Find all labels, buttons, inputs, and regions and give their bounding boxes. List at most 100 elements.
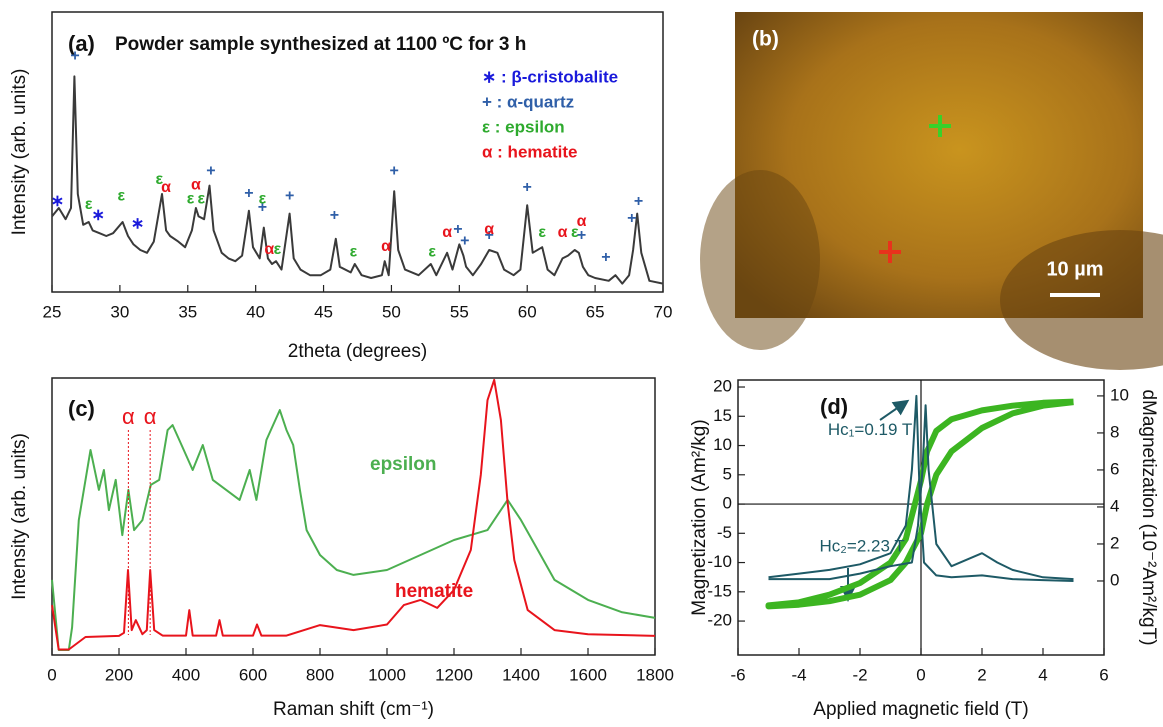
y-tick-label: 10: [713, 435, 732, 454]
x-tick-label: 4: [1038, 665, 1047, 684]
annotation: α: [191, 176, 201, 193]
annotation: ε: [571, 224, 579, 241]
x-tick-label: 2: [977, 665, 986, 684]
annotation: +: [453, 221, 462, 238]
panel-label: (c): [68, 396, 95, 421]
x-tick-label: 25: [43, 302, 62, 321]
annotation: ∗: [51, 193, 64, 210]
annotation: α: [558, 224, 568, 241]
annotation: +: [523, 179, 532, 196]
x-tick-label: 200: [105, 665, 133, 684]
annotation: α: [264, 241, 274, 258]
annotation: ε: [350, 244, 358, 261]
legend-entry: ∗ : β-cristobalite: [482, 67, 618, 86]
y2-axis-label: dMagnetization (10⁻²Am²/kgT): [1138, 389, 1159, 645]
annotation: ε: [198, 190, 206, 207]
x-tick-label: 1600: [569, 665, 607, 684]
annotation: +: [206, 162, 215, 179]
x-axis-label: Raman shift (cm⁻¹): [273, 699, 434, 720]
y2-tick-label: 0: [1110, 570, 1119, 589]
x-tick-label: -4: [791, 665, 806, 684]
annotation: +: [627, 210, 636, 227]
annotation: ε: [274, 241, 282, 258]
annotation: α: [484, 221, 494, 238]
x-tick-label: 0: [47, 665, 56, 684]
series-label: epsilon: [370, 454, 437, 475]
x-tick-label: 60: [518, 302, 537, 321]
annotation: +: [577, 227, 586, 244]
x-tick-label: 55: [450, 302, 469, 321]
annotation: ε: [428, 244, 436, 261]
annotation: +: [485, 227, 494, 244]
annotation: +: [601, 249, 610, 266]
x-tick-label: -2: [852, 665, 867, 684]
y2-tick-label: 4: [1110, 496, 1119, 515]
annotation: α: [161, 179, 171, 196]
annotation: +: [70, 48, 79, 65]
data-line: [768, 394, 1074, 582]
annotation: +: [244, 185, 253, 202]
x-axis-label: Applied magnetic field (T): [813, 699, 1028, 720]
annotation: ε: [187, 190, 195, 207]
x-tick-label: 50: [382, 302, 401, 321]
x-tick-label: 1000: [368, 665, 406, 684]
x-tick-label: 800: [306, 665, 334, 684]
y2-tick-label: 10: [1110, 385, 1129, 404]
annotation: α: [442, 224, 452, 241]
y-tick-label: 5: [723, 464, 732, 483]
x-axis-label: 2theta (degrees): [288, 341, 427, 362]
annotation: α: [144, 404, 157, 429]
annotation: +: [460, 232, 469, 249]
y-tick-label: -10: [707, 552, 732, 571]
dark-region: [700, 170, 820, 350]
annotation: +: [634, 193, 643, 210]
annotation: ε: [85, 196, 93, 213]
annotation: +: [285, 188, 294, 205]
y-tick-label: 15: [713, 406, 732, 425]
y-tick-label: -5: [717, 523, 732, 542]
panel-label: (b): [752, 28, 779, 51]
arrow: [879, 399, 910, 421]
x-tick-label: 1200: [435, 665, 473, 684]
scale-bar-label: 10 µm: [1046, 258, 1103, 280]
annotation: ∗: [131, 216, 144, 233]
annotation: ε: [117, 188, 125, 205]
data-line: [51, 75, 664, 285]
x-tick-label: 600: [239, 665, 267, 684]
annotation: ∗: [91, 207, 104, 224]
x-tick-label: 400: [172, 665, 200, 684]
panel-label: (d): [820, 394, 848, 419]
data-line: [765, 398, 1074, 610]
x-tick-label: 70: [654, 302, 673, 321]
x-tick-label: 30: [110, 302, 129, 321]
x-tick-label: 45: [314, 302, 333, 321]
x-tick-label: 0: [916, 665, 925, 684]
annotation: α: [381, 238, 391, 255]
x-tick-label: 65: [586, 302, 605, 321]
legend-entry: ε : epsilon: [482, 117, 565, 136]
y2-tick-label: 2: [1110, 533, 1119, 552]
y-axis-label: Magnetization (Am²/kg): [689, 419, 710, 615]
annotation: α: [577, 213, 587, 230]
annotation: +: [258, 199, 267, 216]
data-line: [51, 409, 656, 651]
x-tick-label: 40: [246, 302, 265, 321]
y-tick-label: 0: [723, 494, 732, 513]
annotation: +: [389, 162, 398, 179]
x-tick-label: 6: [1099, 665, 1108, 684]
marker-red: [879, 241, 901, 263]
annotation: ε: [259, 190, 267, 207]
x-tick-label: 1800: [636, 665, 674, 684]
panel-label: (a): [68, 31, 95, 56]
x-tick-label: 1400: [502, 665, 540, 684]
plot-frame: [51, 377, 656, 656]
annotation: α: [122, 404, 135, 429]
y-tick-label: 20: [713, 377, 732, 396]
chart-title: Powder sample synthesized at 1100 ºC for…: [115, 34, 526, 55]
y-tick-label: -20: [707, 611, 732, 630]
plot-frame: [51, 11, 664, 293]
annotation: ε: [155, 171, 163, 188]
y2-tick-label: 8: [1110, 422, 1119, 441]
y2-tick-label: 6: [1110, 459, 1119, 478]
